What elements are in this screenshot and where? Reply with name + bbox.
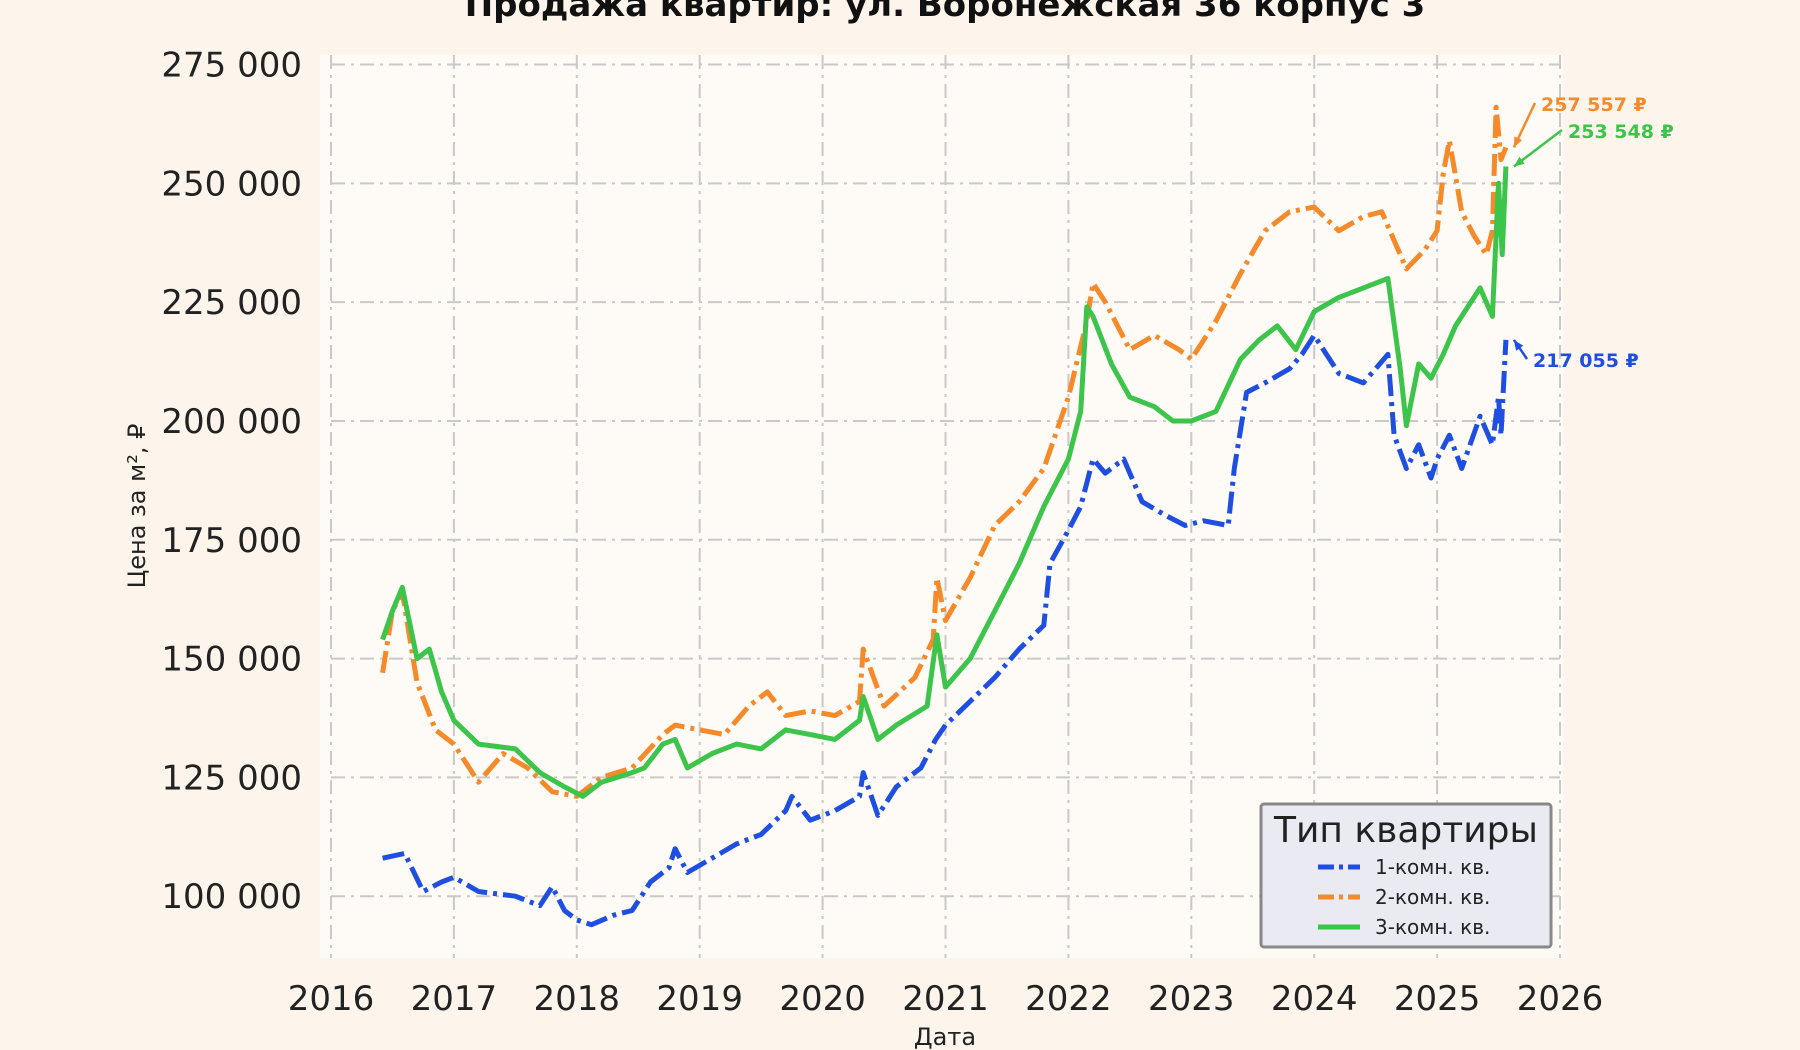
grid bbox=[330, 55, 1561, 958]
x-tick-label: 2022 bbox=[1025, 979, 1112, 1019]
x-tick-label: 2016 bbox=[288, 979, 375, 1019]
annotation-arrowhead bbox=[1513, 136, 1523, 148]
y-tick-label: 225 000 bbox=[161, 283, 302, 323]
x-axis-label: Дата bbox=[914, 1023, 976, 1050]
end-value-label: 217 055 ₽ bbox=[1533, 350, 1639, 372]
legend-box bbox=[1259, 802, 1553, 949]
tick-labels: 2016 2017 2018 2019 2020 2021 2022 2023 2024 2025… bbox=[161, 46, 1603, 1019]
legend-label: 1-комн. кв. bbox=[1375, 855, 1490, 879]
series-line-2 bbox=[380, 104, 1509, 799]
legend-label: 3-комн. кв. bbox=[1375, 915, 1490, 939]
x-tick-label: 2019 bbox=[656, 979, 743, 1019]
x-tick-label: 2018 bbox=[534, 979, 621, 1019]
annotation-arrowhead bbox=[1513, 339, 1524, 351]
x-tick-label: 2021 bbox=[902, 979, 989, 1019]
annotation-arrowhead bbox=[1513, 156, 1525, 167]
x-tick-label: 2017 bbox=[411, 979, 498, 1019]
legend-items: 1-комн. кв. 2-комн. кв. 3-комн. кв. bbox=[1318, 855, 1490, 939]
y-tick-label: 275 000 bbox=[161, 46, 302, 86]
x-tick-label: 2026 bbox=[1517, 979, 1604, 1019]
series-line-3 bbox=[380, 166, 1509, 799]
end-value-label: 253 548 ₽ bbox=[1568, 121, 1674, 143]
y-tick-label: 125 000 bbox=[161, 758, 302, 798]
legend: Тип квартиры 1-комн. кв. 2-комн. кв. 3-ком… bbox=[1259, 802, 1553, 949]
y-tick-label: 175 000 bbox=[161, 521, 302, 561]
y-axis-label: Цена за м², ₽ bbox=[123, 424, 151, 589]
y-tick-label: 250 000 bbox=[161, 164, 302, 204]
series-lines bbox=[380, 104, 1509, 928]
end-value-label: 257 557 ₽ bbox=[1541, 94, 1647, 116]
legend-label: 2-комн. кв. bbox=[1375, 885, 1490, 909]
end-annotations: 217 055 ₽ 257 557 ₽ 253 548 ₽ bbox=[1512, 94, 1674, 372]
x-tick-label: 2024 bbox=[1271, 979, 1358, 1019]
y-tick-label: 200 000 bbox=[161, 402, 302, 442]
x-tick-label: 2023 bbox=[1148, 979, 1235, 1019]
x-tick-label: 2020 bbox=[779, 979, 866, 1019]
legend-title: Тип квартиры bbox=[1273, 810, 1538, 851]
chart-title: Продажа квартир: ул. Воронежская 36 корп… bbox=[465, 0, 1426, 25]
series-line-1 bbox=[382, 332, 1509, 928]
y-tick-label: 150 000 bbox=[161, 640, 302, 680]
y-tick-label: 100 000 bbox=[161, 877, 302, 917]
x-tick-label: 2025 bbox=[1394, 979, 1481, 1019]
